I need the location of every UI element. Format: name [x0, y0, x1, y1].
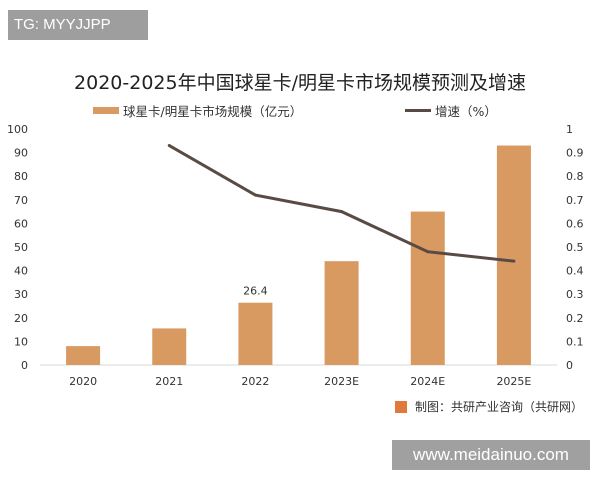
right-tick-label: 0.6: [566, 217, 584, 230]
right-tick-label: 0.7: [566, 194, 584, 207]
x-tick-label: 2023E: [324, 375, 359, 388]
watermark: www.meidainuo.com: [392, 440, 590, 470]
growth-point-2025E: [512, 259, 516, 263]
bar-2024E: [410, 211, 445, 365]
growth-point-2022: [253, 193, 257, 197]
data-label: 26.4: [243, 285, 268, 298]
bar-2023E: [324, 261, 359, 365]
right-tick-label: 0.8: [566, 170, 584, 183]
legend-swatch-bar: [93, 107, 119, 114]
bar-2025E: [496, 145, 531, 365]
right-tick-label: 0: [566, 359, 573, 372]
left-tick-label: 50: [14, 241, 28, 254]
legend-swatch-line: [405, 109, 431, 112]
x-tick-label: 2022: [241, 375, 269, 388]
source-text: 制图：共研产业咨询（共研网）: [415, 400, 584, 414]
right-tick-label: 1: [566, 123, 573, 136]
right-tick-label: 0.5: [566, 241, 584, 254]
x-tick-label: 2021: [155, 375, 183, 388]
growth-line: [168, 144, 515, 263]
bar-2020: [66, 346, 101, 365]
bar-2022: [238, 302, 273, 365]
left-tick-label: 30: [14, 288, 28, 301]
legend-label-line: 增速（%）: [435, 104, 497, 119]
growth-point-2021: [167, 144, 171, 148]
x-tick-label: 2020: [69, 375, 97, 388]
growth-point-2024E: [426, 250, 430, 254]
right-tick-label: 0.4: [566, 265, 584, 278]
left-tick-label: 90: [14, 147, 28, 160]
legend-item-bar: 球星卡/明星卡市场规模（亿元）: [93, 101, 302, 120]
left-tick-label: 80: [14, 170, 28, 183]
legend-item-line: 增速（%）: [405, 101, 497, 120]
logo-icon: [395, 400, 407, 413]
right-tick-label: 0.9: [566, 147, 584, 160]
left-tick-label: 70: [14, 194, 28, 207]
left-tick-label: 100: [7, 123, 28, 136]
right-tick-label: 0.2: [566, 312, 584, 325]
right-tick-label: 0.3: [566, 288, 584, 301]
left-tick-label: 10: [14, 335, 28, 348]
left-tick-label: 40: [14, 265, 28, 278]
x-tick-label: 2024E: [410, 375, 445, 388]
left-tick-label: 60: [14, 217, 28, 230]
left-tick-label: 20: [14, 312, 28, 325]
bar-2021: [152, 328, 187, 365]
tg-tag: TG: MYYJJPP: [8, 10, 148, 40]
legend-label-bar: 球星卡/明星卡市场规模（亿元）: [123, 104, 303, 119]
growth-point-2023E: [340, 210, 344, 214]
source-note: 制图：共研产业咨询（共研网）: [395, 398, 583, 415]
left-tick-label: 0: [21, 359, 28, 372]
right-tick-label: 0.1: [566, 335, 584, 348]
chart-title: 2020-2025年中国球星卡/明星卡市场规模预测及增速: [74, 72, 526, 94]
x-tick-label: 2025E: [496, 375, 531, 388]
